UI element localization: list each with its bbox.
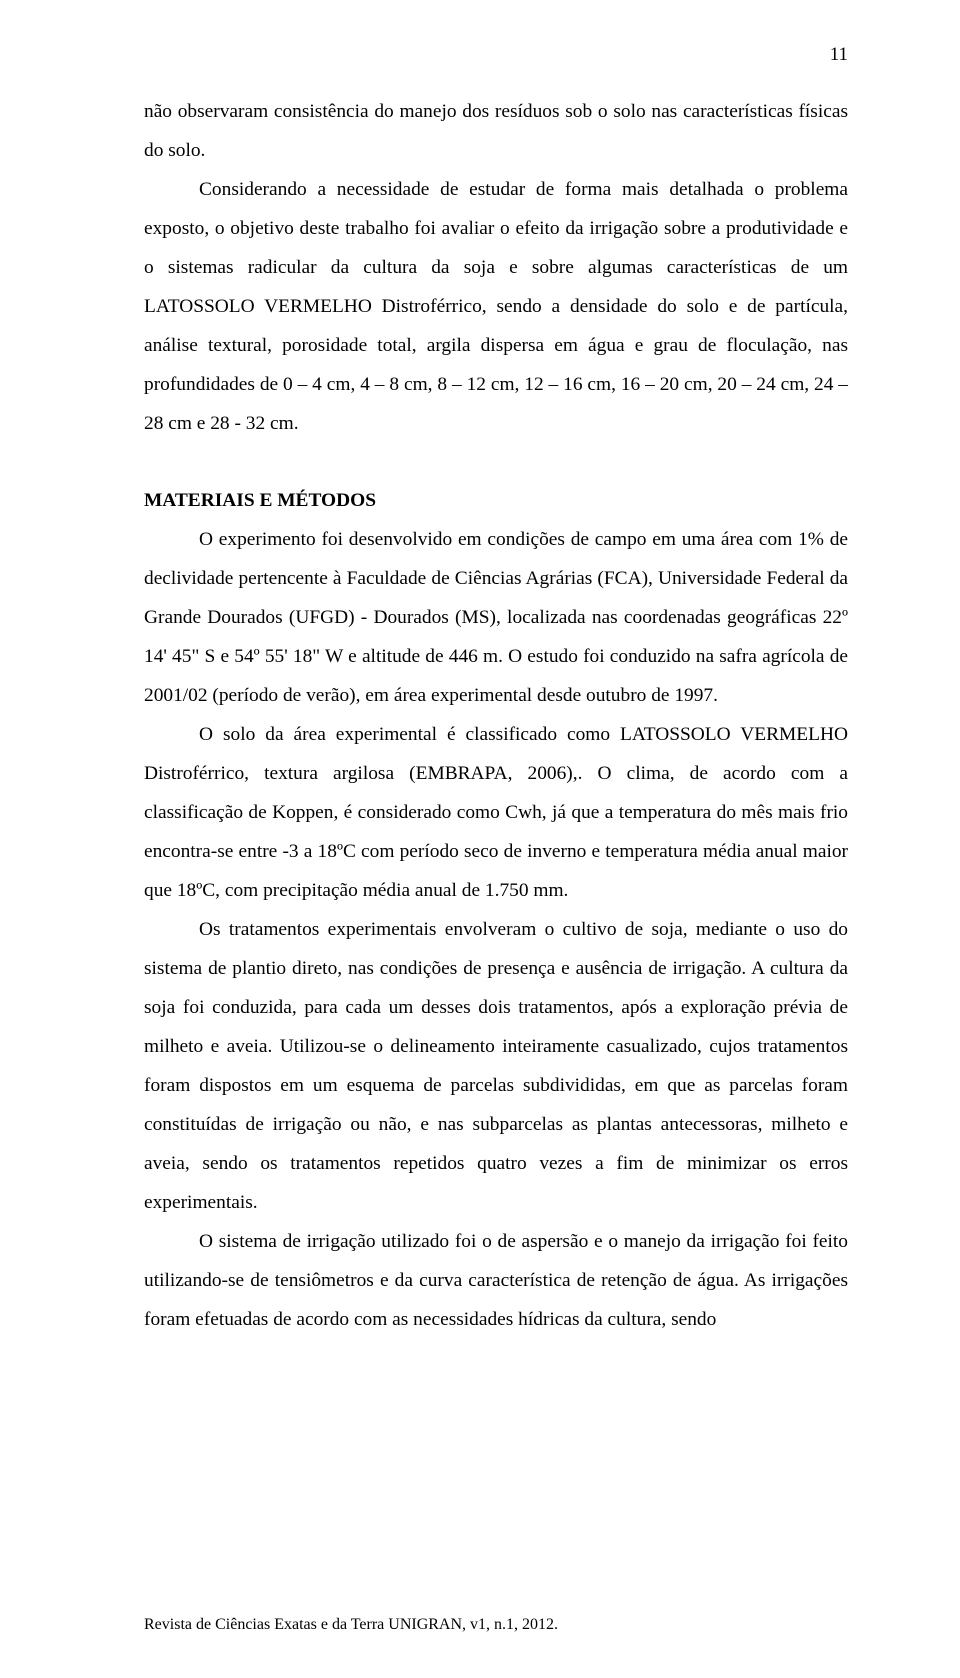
page-container: 11 não observaram consistência do manejo… [0,0,960,1678]
paragraph-2: Considerando a necessidade de estudar de… [144,170,848,443]
paragraph-6: O sistema de irrigação utilizado foi o d… [144,1222,848,1339]
paragraph-4: O solo da área experimental é classifica… [144,715,848,910]
paragraph-5: Os tratamentos experimentais envolveram … [144,910,848,1222]
paragraph-3: O experimento foi desenvolvido em condiç… [144,520,848,715]
paragraph-1: não observaram consistência do manejo do… [144,92,848,170]
content-area: não observaram consistência do manejo do… [144,92,848,1339]
section-heading-materiais: MATERIAIS E MÉTODOS [144,481,848,520]
page-number: 11 [830,44,848,66]
footer-text: Revista de Ciências Exatas e da Terra UN… [144,1616,558,1634]
